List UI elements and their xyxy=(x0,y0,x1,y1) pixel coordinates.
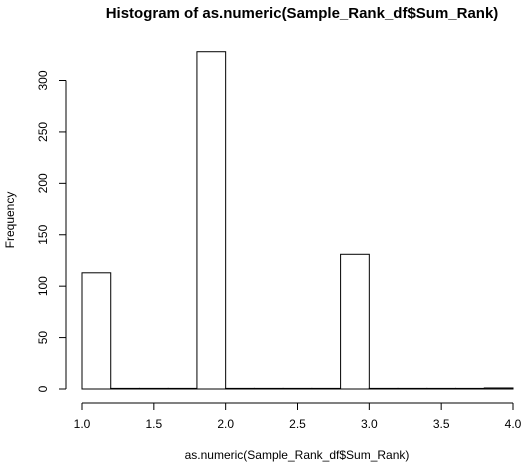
y-tick-label: 300 xyxy=(36,70,50,90)
histogram-bar xyxy=(167,387,198,390)
histogram-bar xyxy=(397,387,428,390)
x-tick-label: 1.5 xyxy=(145,417,162,431)
x-axis-label: as.numeric(Sample_Rank_df$Sum_Rank) xyxy=(185,448,410,462)
histogram-bar xyxy=(110,387,140,390)
y-axis: 0 50 100 150 200 250 300 xyxy=(36,70,67,392)
y-tick-label: 200 xyxy=(36,173,50,193)
histogram-bar xyxy=(225,387,255,390)
x-tick-label: 3.0 xyxy=(361,417,378,431)
x-tick-label: 3.5 xyxy=(433,417,450,431)
y-tick-label: 0 xyxy=(36,385,50,392)
x-tick-label: 2.0 xyxy=(217,417,234,431)
y-tick-label: 100 xyxy=(36,276,50,296)
x-tick-label: 4.0 xyxy=(505,417,522,431)
y-tick-label: 50 xyxy=(36,331,50,345)
chart-title: Histogram of as.numeric(Sample_Rank_df$S… xyxy=(106,5,499,22)
x-tick-label: 2.5 xyxy=(289,417,306,431)
y-tick-label: 250 xyxy=(36,122,50,142)
histogram-bar xyxy=(138,387,169,390)
histogram-bar xyxy=(311,387,342,390)
histogram-bar xyxy=(253,387,284,390)
y-tick-label: 150 xyxy=(36,224,50,244)
histogram-bar xyxy=(81,272,112,390)
x-tick-label: 1.0 xyxy=(74,417,91,431)
bars-group xyxy=(81,51,514,390)
histogram-bar xyxy=(196,51,227,390)
histogram-bar xyxy=(483,387,514,390)
histogram-bar xyxy=(282,387,313,390)
histogram-bar xyxy=(426,387,457,390)
histogram-bar xyxy=(340,253,370,390)
histogram-bar xyxy=(455,387,485,390)
y-axis-label: Frequency xyxy=(3,192,17,249)
histogram-bar xyxy=(368,387,399,390)
x-axis: 1.0 1.5 2.0 2.5 3.0 3.5 4.0 xyxy=(74,402,522,431)
